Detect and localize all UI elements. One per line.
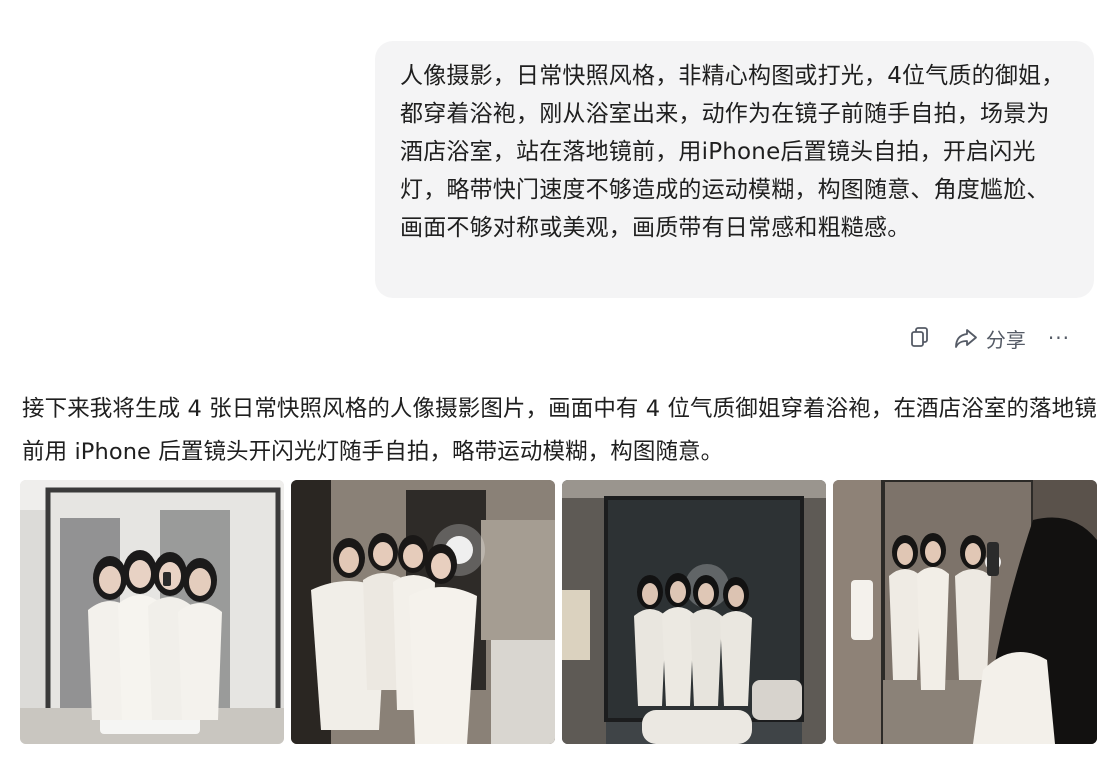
photo-3	[562, 480, 826, 744]
copy-icon	[911, 327, 928, 347]
photo-1	[20, 480, 284, 744]
more-icon: ···	[1047, 326, 1070, 350]
photo-2	[291, 480, 555, 744]
more-button[interactable]: ···	[1048, 326, 1070, 350]
photo-4	[833, 480, 1097, 744]
message-actions: 分享 ···	[909, 321, 1070, 355]
share-label: 分享	[985, 327, 1026, 352]
share-button[interactable]: 分享	[953, 324, 1026, 353]
share-icon	[955, 329, 977, 348]
generated-image-4[interactable]	[833, 480, 1097, 744]
user-message-text: 人像摄影，日常快照风格，非精心构图或打光，4位气质的御姐，都穿着浴袍，刚从浴室出…	[400, 63, 1065, 241]
generated-image-grid	[20, 480, 1097, 744]
generated-image-1[interactable]	[20, 480, 284, 744]
generated-image-2[interactable]	[291, 480, 555, 744]
assistant-reply-text: 接下来我将生成 4 张日常快照风格的人像摄影图片，画面中有 4 位气质御姐穿着浴…	[22, 396, 1097, 465]
copy-button[interactable]	[909, 326, 931, 350]
user-message-bubble: 人像摄影，日常快照风格，非精心构图或打光，4位气质的御姐，都穿着浴袍，刚从浴室出…	[375, 41, 1094, 298]
generated-image-3[interactable]	[562, 480, 826, 744]
